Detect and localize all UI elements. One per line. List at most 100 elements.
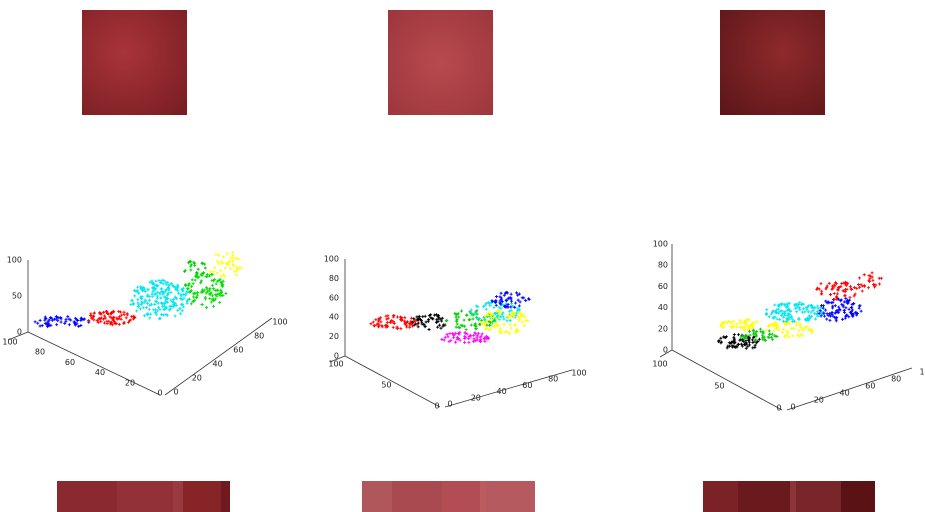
point [444, 336, 447, 339]
point [759, 328, 762, 331]
color-swatch [796, 481, 841, 512]
z-tick-label: 0 [663, 346, 668, 355]
point [162, 314, 165, 317]
point [475, 327, 478, 330]
point [208, 287, 211, 290]
point [733, 333, 736, 336]
point [39, 319, 42, 322]
point [211, 284, 214, 287]
point [828, 319, 831, 322]
point [504, 330, 507, 333]
point [34, 320, 37, 323]
point [399, 327, 402, 330]
point [143, 314, 146, 317]
point [192, 296, 195, 299]
point [732, 336, 735, 339]
point [758, 338, 761, 341]
point [215, 282, 218, 285]
point [801, 311, 804, 314]
point [405, 326, 408, 329]
point [792, 327, 795, 330]
left-tick-label: 60 [65, 358, 75, 367]
point [191, 278, 194, 281]
point [68, 323, 71, 326]
point [470, 324, 473, 327]
color-swatch [486, 481, 535, 512]
point [831, 301, 834, 304]
point [229, 267, 232, 270]
point [396, 316, 399, 319]
point [222, 255, 225, 258]
point [508, 323, 511, 326]
point [772, 329, 775, 332]
point [489, 328, 492, 331]
point [224, 292, 227, 295]
point [408, 326, 411, 329]
point [871, 279, 874, 282]
point [518, 304, 521, 307]
point [240, 266, 243, 269]
point [231, 251, 234, 254]
color-swatch [790, 481, 796, 512]
point [205, 306, 208, 309]
point [802, 307, 805, 310]
point [41, 324, 44, 327]
point [848, 308, 851, 311]
point [797, 329, 800, 332]
point [844, 317, 847, 320]
color-swatch [480, 481, 486, 512]
point [880, 277, 883, 280]
point [523, 324, 526, 327]
point [182, 297, 185, 300]
point [179, 307, 182, 310]
axis-line [165, 318, 272, 395]
point [145, 306, 148, 309]
point [184, 294, 187, 297]
point [161, 305, 164, 308]
point [833, 292, 836, 295]
color-swatch [57, 481, 117, 512]
left-tick-label: 100 [652, 360, 667, 369]
right-tick-label: 100 [571, 369, 586, 378]
right-tick-label: 60 [522, 381, 532, 390]
point [768, 329, 771, 332]
point [787, 335, 790, 338]
point [189, 268, 192, 271]
point [822, 304, 825, 307]
point [392, 326, 395, 329]
point [499, 327, 502, 330]
point [153, 303, 156, 306]
right-tick-label: 20 [471, 393, 481, 402]
point [208, 297, 211, 300]
point [226, 252, 229, 255]
point [521, 321, 524, 324]
point [791, 334, 794, 337]
point [735, 326, 738, 329]
point [213, 266, 216, 269]
point [783, 312, 786, 315]
point [472, 334, 475, 337]
point [55, 323, 58, 326]
right-tick-label: 0 [447, 400, 452, 409]
point [176, 309, 179, 312]
figure: 1005001008060402000204060801001008060402… [0, 0, 925, 512]
point [782, 328, 785, 331]
color-swatch [221, 481, 230, 512]
point [146, 302, 149, 305]
point [212, 287, 215, 290]
point [463, 319, 466, 322]
point [224, 267, 227, 270]
scatter-plot: 1008060402001005000204060801 [652, 240, 924, 413]
point [733, 320, 736, 323]
point [136, 298, 139, 301]
point [505, 319, 508, 322]
point [745, 347, 748, 350]
point [495, 295, 498, 298]
point [93, 312, 96, 315]
point [118, 323, 121, 326]
point [117, 310, 120, 313]
point [829, 293, 832, 296]
left-tick-label: 0 [157, 389, 162, 398]
point [157, 279, 160, 282]
point [152, 308, 155, 311]
